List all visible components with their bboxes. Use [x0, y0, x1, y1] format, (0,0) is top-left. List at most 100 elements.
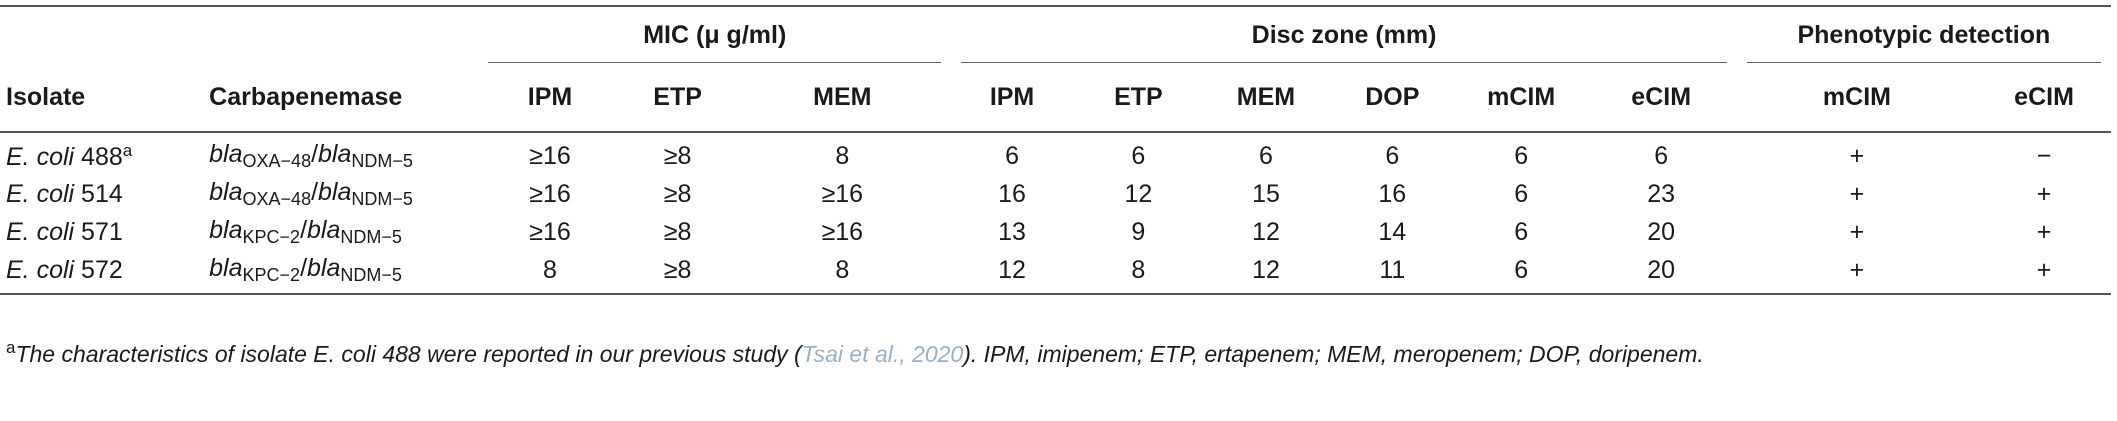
header-mic-etp: ETP [653, 82, 702, 111]
gene-prefix: bla [307, 216, 341, 244]
carbapenemase-cell: blaKPC−2/blaNDM−5 [209, 254, 402, 285]
disc-ecim-cell: 20 [1647, 217, 1676, 246]
pheno-ecim-cell: + [2036, 255, 2052, 284]
header-isolate: Isolate [6, 82, 86, 111]
pheno-mcim-cell: + [1849, 255, 1865, 284]
isolate-number: 514 [81, 179, 123, 208]
mic-etp-cell: ≥8 [663, 255, 692, 284]
header-mic-mem: MEM [813, 82, 872, 111]
gene-prefix: bla [209, 178, 243, 206]
gene-prefix: bla [307, 254, 341, 282]
disc-mcim-cell: 6 [1514, 179, 1529, 208]
disc-dop-cell: 11 [1379, 255, 1406, 284]
pheno-mcim-cell: + [1849, 179, 1865, 208]
mic-etp-cell: ≥8 [663, 217, 692, 246]
pheno-ecim-cell: − [2036, 141, 2052, 170]
gene-subscript: OXA−48 [242, 189, 312, 209]
gene-prefix: bla [209, 254, 243, 282]
mic-mem-cell: ≥16 [821, 217, 864, 246]
disc-etp-cell: 6 [1131, 141, 1146, 170]
disc-mem-cell: 12 [1252, 255, 1280, 284]
disc-ecim-cell: 6 [1654, 141, 1669, 170]
carbapenemase-cell: blaOXA−48/blaNDM−5 [209, 178, 413, 209]
isolate-number: 572 [81, 255, 123, 284]
column-header-row: Isolate Carbapenemase IPM ETP MEM IPM ET… [0, 63, 2111, 132]
disc-dop-cell: 14 [1378, 217, 1407, 246]
mic-etp-cell: ≥8 [663, 179, 692, 208]
gene-prefix: bla [209, 140, 243, 168]
disc-mcim-cell: 6 [1514, 141, 1529, 170]
species-name: E. coli [6, 179, 75, 208]
gene-subscript: KPC−2 [242, 227, 301, 247]
header-disc-mem: MEM [1236, 82, 1296, 111]
mic-ipm-cell: 8 [543, 255, 557, 284]
header-mic-ipm: IPM [527, 82, 573, 111]
disc-dop-cell: 6 [1385, 141, 1400, 170]
mic-ipm-cell: ≥16 [529, 141, 571, 170]
pheno-ecim-cell: + [2036, 217, 2052, 246]
table-row: E. coli 514 blaOXA−48/blaNDM−5 ≥16 ≥8 ≥1… [0, 175, 2111, 213]
header-disc-ecim: eCIM [1631, 82, 1692, 111]
disc-mem-cell: 12 [1252, 217, 1280, 246]
disc-ecim-cell: 23 [1647, 179, 1676, 208]
footnote-text-after: ). IPM, imipenem; ETP, ertapenem; MEM, m… [963, 341, 1704, 367]
header-disc-mcim: mCIM [1487, 82, 1556, 111]
pheno-mcim-cell: + [1849, 141, 1865, 170]
disc-etp-cell: 8 [1131, 255, 1146, 284]
gene-subscript: NDM−5 [340, 227, 402, 247]
isolate-number: 488 [81, 142, 123, 171]
table-footnote: aThe characteristics of isolate E. coli … [6, 338, 1704, 368]
disc-dop-cell: 16 [1378, 179, 1407, 208]
disc-ipm-cell: 16 [998, 179, 1026, 208]
disc-mem-cell: 6 [1259, 141, 1273, 170]
mic-etp-cell: ≥8 [663, 141, 692, 170]
footnote-text-before: The characteristics of isolate E. coli 4… [15, 341, 802, 367]
header-pheno-ecim: eCIM [2014, 82, 2074, 111]
gene-subscript: NDM−5 [340, 265, 402, 285]
disc-mem-cell: 15 [1252, 179, 1280, 208]
disc-etp-cell: 12 [1124, 179, 1153, 208]
header-carbapenemase: Carbapenemase [209, 82, 403, 111]
pheno-mcim-cell: + [1849, 217, 1865, 246]
header-pheno-mcim: mCIM [1822, 82, 1891, 111]
citation-link[interactable]: Tsai et al., 2020 [801, 341, 964, 367]
header-disc-ipm: IPM [989, 82, 1035, 111]
group-header-row: MIC (μ g/ml) Disc zone (mm) Phenotypic d… [0, 6, 2111, 63]
mic-ipm-cell: ≥16 [529, 179, 571, 208]
table-row: E. coli 571 blaKPC−2/blaNDM−5 ≥16 ≥8 ≥16… [0, 213, 2111, 251]
footnote-mark: a [6, 338, 16, 357]
gene-subscript: NDM−5 [351, 151, 413, 171]
mic-mem-cell: ≥16 [821, 179, 864, 208]
mic-mem-cell: 8 [835, 255, 850, 284]
disc-ecim-cell: 20 [1647, 255, 1676, 284]
mic-ipm-cell: ≥16 [529, 217, 571, 246]
mic-mem-cell: 8 [835, 141, 850, 170]
gene-subscript: OXA−48 [242, 151, 312, 171]
group-phenotypic-detection: Phenotypic detection [1737, 6, 2111, 63]
disc-ipm-cell: 12 [998, 255, 1026, 284]
disc-mcim-cell: 6 [1514, 217, 1529, 246]
disc-mcim-cell: 6 [1514, 255, 1529, 284]
isolate-cell: E. coli 514 [0, 175, 203, 213]
footnote-marker: a [122, 140, 133, 160]
isolate-cell: E. coli 488a [0, 132, 203, 175]
gene-prefix: bla [209, 216, 243, 244]
data-table: MIC (μ g/ml) Disc zone (mm) Phenotypic d… [0, 5, 2111, 295]
gene-prefix: bla [318, 178, 352, 206]
species-name: E. coli [6, 217, 75, 246]
disc-ipm-cell: 6 [1005, 141, 1019, 170]
header-disc-dop: DOP [1365, 82, 1420, 111]
pheno-ecim-cell: + [2036, 179, 2052, 208]
disc-etp-cell: 9 [1131, 217, 1146, 246]
group-mic: MIC (μ g/ml) [478, 6, 951, 63]
table-row: E. coli 488a blaOXA−48/blaNDM−5 ≥16 ≥8 8… [0, 132, 2111, 175]
carbapenemase-cell: blaOXA−48/blaNDM−5 [209, 140, 413, 171]
table-row: E. coli 572 blaKPC−2/blaNDM−5 8 ≥8 8 12 … [0, 251, 2111, 294]
group-disc-zone: Disc zone (mm) [951, 6, 1736, 63]
header-disc-etp: ETP [1114, 82, 1163, 111]
isolate-cell: E. coli 572 [0, 251, 203, 294]
gene-prefix: bla [318, 140, 352, 168]
isolate-number: 571 [81, 217, 123, 246]
species-name: E. coli [6, 142, 75, 171]
